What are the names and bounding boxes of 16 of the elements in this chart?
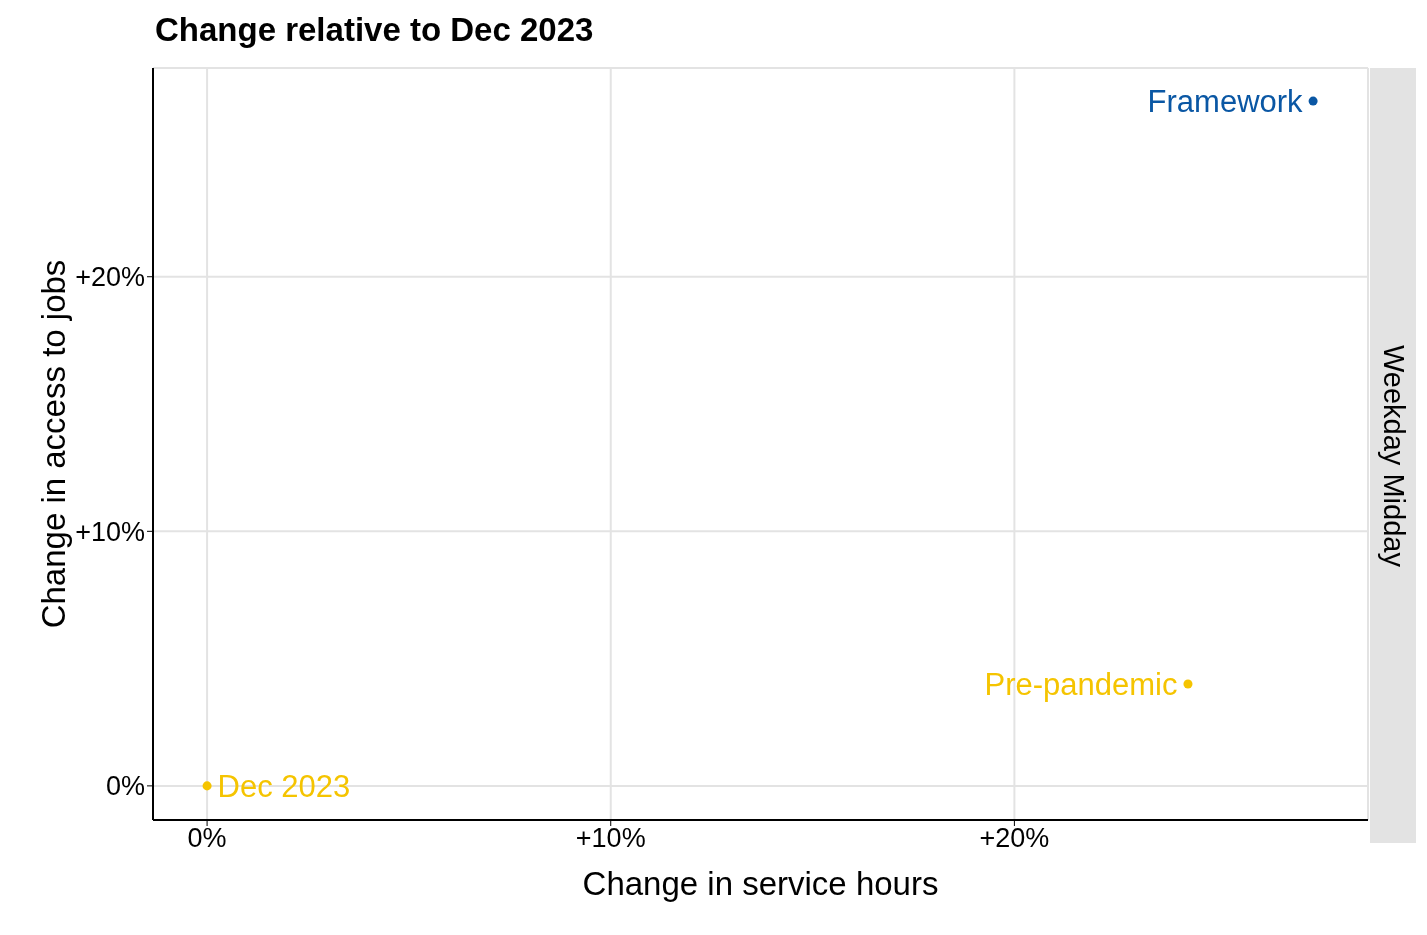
series-label: Dec 2023 [217, 768, 351, 804]
point [1183, 679, 1193, 689]
point [202, 781, 212, 791]
y-tick-label: +20% [75, 262, 145, 293]
x-axis-title: Change in service hours [582, 865, 939, 903]
chart-title: Change relative to Dec 2023 [155, 10, 595, 50]
y-tick-label: 0% [105, 771, 145, 802]
text: Weekday Midday [1376, 344, 1410, 567]
y-axis-title: Change in access to jobs [34, 259, 72, 629]
x-tick-label: 0% [187, 823, 227, 854]
series-label: Framework [1147, 84, 1304, 120]
point [1308, 96, 1318, 106]
series-label: Pre-pandemic [984, 667, 1178, 703]
y-tick-label: +10% [75, 516, 145, 547]
x-tick-label: +10% [575, 823, 646, 854]
x-tick-label: +20% [979, 823, 1050, 854]
